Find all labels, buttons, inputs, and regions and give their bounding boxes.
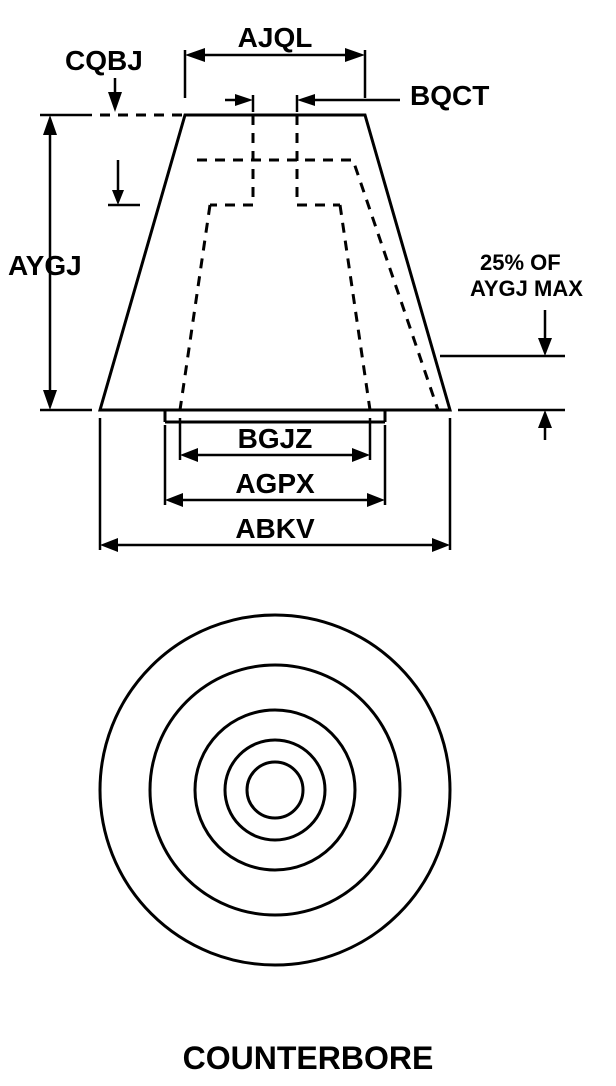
counterbore-diagram: AJQL CQBJ BQCT AYGJ <box>0 0 616 1010</box>
plan-view <box>100 615 450 965</box>
bgjz-label: BGJZ <box>238 423 313 454</box>
ajql-label: AJQL <box>238 22 313 53</box>
side-note-line2: AYGJ MAX <box>470 276 583 301</box>
bqct-label: BQCT <box>410 80 489 111</box>
aygj-label: AYGJ <box>8 250 82 281</box>
bore-left-lower <box>180 205 210 410</box>
abkv-label: ABKV <box>235 513 315 544</box>
diagram-caption: COUNTERBORE <box>0 1040 616 1077</box>
bore-right-lower <box>340 205 370 410</box>
side-note-line1: 25% OF <box>480 250 561 275</box>
cqbj-label: CQBJ <box>65 45 143 76</box>
agpx-label: AGPX <box>235 468 315 499</box>
